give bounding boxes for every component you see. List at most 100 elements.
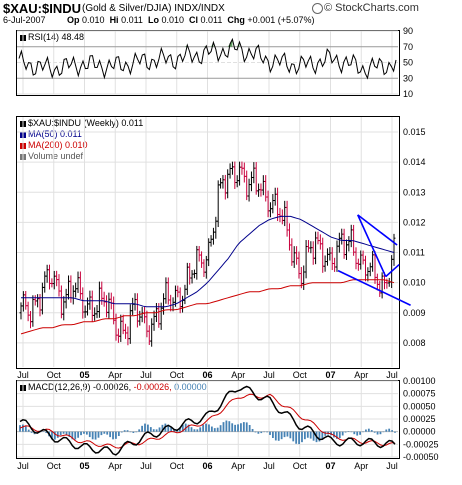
macd-histogram-bar (193, 429, 196, 432)
macd-histogram-bar (362, 431, 364, 433)
macd-histogram-bar (22, 424, 24, 432)
macd-histogram-bar (196, 429, 199, 432)
quote-bar: Op 0.010 Hi 0.011 Lo 0.010 Cl 0.011 Chg … (67, 15, 315, 25)
macd-histogram-bar (260, 431, 263, 434)
macd-histogram-bar (138, 429, 141, 432)
macd-signal-line (19, 393, 396, 449)
x-axis-label: Apr (231, 461, 245, 471)
price-tick-label: 0.014 (403, 157, 426, 167)
x-axis-label: Apr (354, 461, 368, 471)
macd-histogram-bar (359, 431, 362, 435)
macd-histogram-bar (277, 431, 280, 441)
x-axis-label: 07 (325, 461, 335, 471)
macd-histogram-bar (216, 427, 219, 432)
macd-histogram-bar (309, 431, 312, 439)
macd-histogram-bar (24, 426, 27, 432)
macd-histogram-bar (80, 431, 82, 436)
macd-line (19, 385, 396, 456)
price-tick-label: 0.009 (403, 308, 426, 318)
macd-histogram-bar (158, 427, 161, 432)
macd-histogram-bar (100, 431, 103, 436)
macd-histogram-bar (149, 427, 152, 432)
macd-histogram-bar (274, 431, 277, 441)
macd-histogram-bar (199, 427, 202, 432)
trendline-inner (385, 263, 400, 278)
x-axis-label: Jul (17, 370, 29, 380)
macd-histogram-bar (65, 431, 68, 435)
rsi-tick-label: 70 (403, 42, 413, 52)
x-axis-label: Apr (108, 461, 122, 471)
price-tick-label: 0.010 (403, 278, 426, 288)
macd-histogram-bar (266, 431, 268, 433)
macd-histogram-bar (51, 431, 53, 440)
rsi-tick-label: 10 (403, 89, 413, 99)
macd-histogram-bar (237, 424, 239, 432)
x-axis-label: Jul (386, 461, 398, 471)
chart-icon (312, 2, 323, 14)
macd-tick-label: 0.00075 (403, 389, 436, 399)
macd-histogram-bar (222, 422, 225, 432)
macd-histogram-bar (27, 429, 30, 432)
macd-histogram-bar (126, 430, 129, 432)
x-axis-label: Oct (293, 370, 308, 380)
macd-histogram-bar (295, 431, 298, 444)
macd-tick-label: -0.00025 (403, 439, 439, 449)
x-axis-label: Jul (140, 370, 152, 380)
macd-histogram-bar (347, 431, 350, 432)
macd-histogram-bar (53, 431, 56, 440)
macd-histogram-bar (103, 431, 106, 434)
macd-histogram-bar (152, 429, 155, 432)
macd-histogram-bar (97, 431, 100, 438)
rsi-tick-label: 90 (403, 26, 413, 36)
macd-histogram-bar (208, 424, 210, 432)
macd-histogram-bar (286, 431, 289, 437)
macd-histogram-bar (254, 431, 257, 433)
macd-histogram-bar (289, 431, 292, 439)
macd-histogram-bar (210, 426, 213, 432)
macd-histogram-bar (42, 431, 45, 432)
x-axis-label: 05 (79, 370, 89, 380)
macd-histogram-bar (388, 428, 391, 432)
macd-histogram-bar (245, 422, 248, 432)
macd-tick-label: -0.00050 (403, 452, 439, 462)
macd-histogram-bar (141, 425, 143, 432)
trendline-upper-short (357, 214, 387, 277)
macd-histogram-bar (170, 427, 173, 432)
macd-histogram-bar (213, 428, 216, 432)
macd-histogram-bar (251, 428, 254, 432)
macd-histogram-bar (117, 431, 120, 437)
x-axis-label: 05 (79, 461, 89, 471)
x-axis-label: Oct (170, 370, 185, 380)
ma200-line (20, 279, 395, 335)
macd-histogram-bar (30, 431, 33, 433)
macd-histogram-bar (367, 428, 370, 432)
x-axis-label: Jul (140, 461, 152, 471)
macd-histogram-bar (240, 423, 242, 432)
macd-histogram-bar (263, 431, 266, 433)
chart-symbol: $XAU:$INDU (3, 1, 82, 16)
macd-histogram-bar (85, 431, 88, 435)
macd-histogram-bar (147, 424, 149, 432)
macd-histogram-bar (135, 431, 138, 433)
trendline-upper (357, 214, 398, 246)
macd-histogram-bar (376, 431, 379, 435)
price-tick-label: 0.008 (403, 338, 426, 348)
macd-histogram-bar (45, 431, 48, 433)
macd-histogram-bar (312, 431, 315, 441)
macd-histogram-bar (77, 431, 80, 438)
macd-histogram-bar (333, 431, 335, 438)
macd-histogram-bar (269, 431, 271, 435)
x-axis-label: 06 (202, 461, 212, 471)
macd-histogram-bar (167, 424, 170, 432)
macd-histogram-bar (394, 431, 396, 433)
macd-histogram-bar (385, 429, 388, 432)
macd-histogram-bar (338, 431, 341, 439)
x-axis-label: Oct (170, 461, 185, 471)
macd-histogram-bar (173, 429, 175, 432)
macd-histogram-bar (301, 431, 303, 443)
macd-histogram-bar (202, 424, 205, 432)
macd-histogram-bar (298, 431, 300, 445)
macd-histogram-bar (181, 424, 184, 432)
x-axis-label: 07 (325, 370, 335, 380)
